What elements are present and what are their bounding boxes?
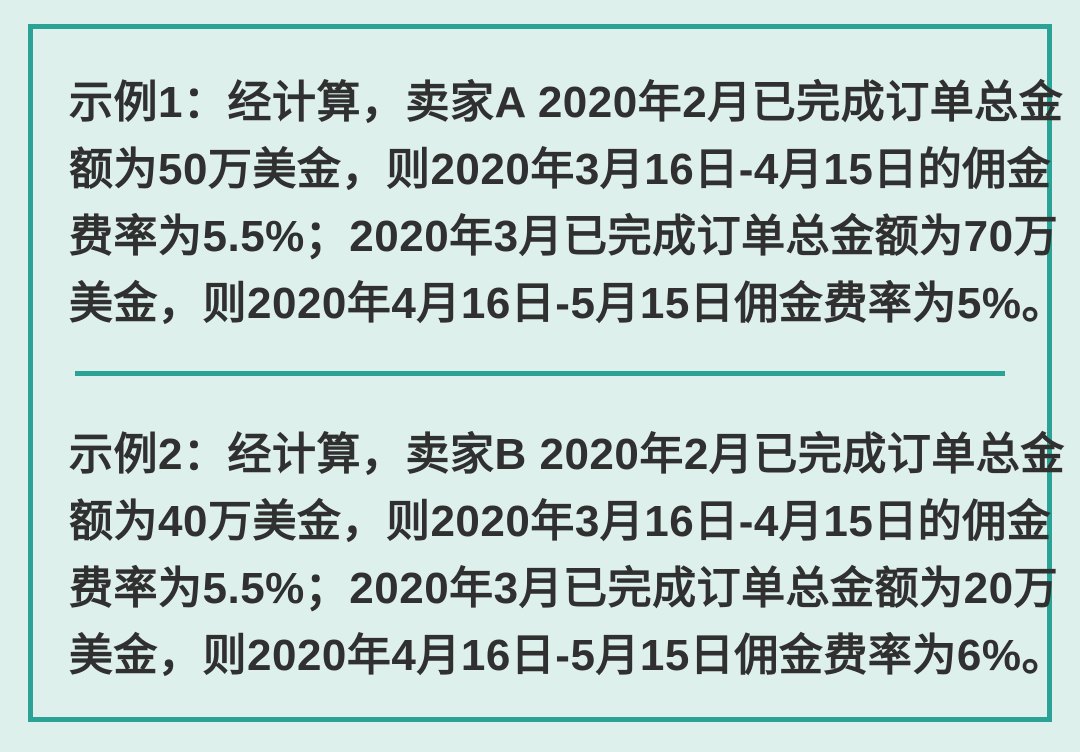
- example-2-line-2: 额为40万美金，则2020年3月16日-4月15日的佣金: [69, 497, 1052, 546]
- example-2-line-3: 费率为5.5%；2020年3月已完成订单总金额为20万: [69, 564, 1059, 613]
- example-2-paragraph: 示例2：经计算，卖家B 2020年2月已完成订单总金 额为40万美金，则2020…: [69, 421, 1066, 689]
- example-1-line-4: 美金，则2020年4月16日-5月15日佣金费率为5%。: [69, 279, 1066, 328]
- example-1-line-3: 费率为5.5%；2020年3月已完成订单总金额为70万: [69, 212, 1059, 261]
- example-1-line-1: 示例1：经计算，卖家A 2020年2月已完成订单总金: [69, 78, 1064, 127]
- example-2-line-4: 美金，则2020年4月16日-5月15日佣金费率为6%。: [69, 631, 1066, 680]
- example-1-paragraph: 示例1：经计算，卖家A 2020年2月已完成订单总金 额为50万美金，则2020…: [69, 69, 1066, 337]
- example-2-line-1: 示例2：经计算，卖家B 2020年2月已完成订单总金: [69, 430, 1065, 479]
- examples-card: 示例1：经计算，卖家A 2020年2月已完成订单总金 额为50万美金，则2020…: [28, 24, 1066, 722]
- example-1-line-2: 额为50万美金，则2020年3月16日-4月15日的佣金: [69, 145, 1052, 194]
- divider-line: [75, 371, 1005, 376]
